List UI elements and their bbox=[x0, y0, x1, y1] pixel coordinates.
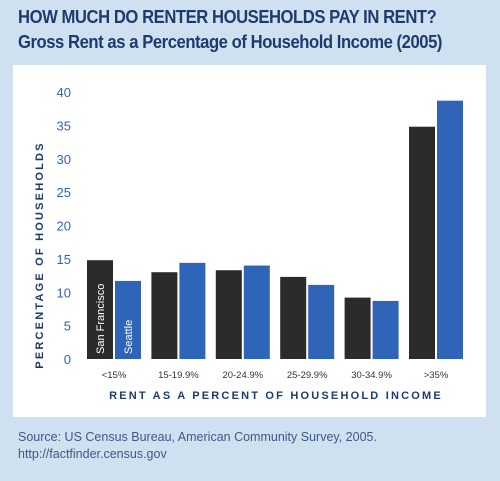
y-tick-label: 0 bbox=[64, 352, 71, 367]
bar-seattle bbox=[179, 262, 206, 359]
series-label: San Francisco bbox=[95, 284, 107, 354]
y-axis-title: PERCENTAGE OF HOUSEHOLDS bbox=[34, 141, 46, 368]
source-note: Source: US Census Bureau, American Commu… bbox=[18, 430, 377, 461]
y-tick-label: 15 bbox=[57, 252, 71, 267]
y-tick-label: 10 bbox=[57, 285, 71, 300]
bar-seattle bbox=[308, 284, 335, 359]
bar-san-francisco bbox=[151, 272, 178, 359]
x-axis-ticks: <15% 15-19.9% 20-24.9% 25-29.9% 30-34.9% >35% bbox=[102, 370, 449, 381]
x-tick-label: 25-29.9% bbox=[287, 370, 328, 381]
y-tick-label: 20 bbox=[57, 219, 71, 234]
x-axis-title: RENT AS A PERCENT OF HOUSEHOLD INCOME bbox=[109, 390, 443, 402]
bar-san-francisco bbox=[215, 270, 242, 359]
series-label: Seattle bbox=[123, 320, 135, 354]
y-tick-label: 40 bbox=[57, 85, 71, 100]
bar-seattle bbox=[372, 300, 399, 359]
bar-san-francisco bbox=[87, 260, 113, 359]
bars: San Francisco Seattle bbox=[87, 100, 463, 360]
y-axis-ticks: 0 5 10 15 20 25 30 35 40 bbox=[57, 85, 71, 367]
x-tick-label: 15-19.9% bbox=[158, 370, 199, 381]
bar-chart: 0 5 10 15 20 25 30 35 40 San Francisco Seattle <1… bbox=[34, 85, 463, 402]
x-tick-label: 20-24.9% bbox=[222, 370, 263, 381]
y-tick-label: 35 bbox=[57, 118, 71, 133]
bar-san-francisco bbox=[280, 276, 307, 359]
chart-panel: 0 5 10 15 20 25 30 35 40 San Francisco Seattle <1… bbox=[13, 65, 486, 417]
chart-title: HOW MUCH DO RENTER HOUSEHOLDS PAY IN REN… bbox=[18, 6, 437, 27]
y-tick-label: 30 bbox=[57, 152, 71, 167]
x-tick-label: >35% bbox=[424, 370, 449, 381]
x-tick-label: 30-34.9% bbox=[351, 370, 392, 381]
y-tick-label: 25 bbox=[57, 185, 71, 200]
chart-subtitle: Gross Rent as a Percentage of Household … bbox=[18, 31, 442, 52]
x-tick-label: <15% bbox=[102, 370, 127, 381]
bar-seattle bbox=[115, 280, 141, 359]
y-tick-label: 5 bbox=[64, 319, 71, 334]
bar-san-francisco bbox=[344, 297, 371, 359]
bar-seattle bbox=[243, 265, 270, 359]
bar-san-francisco bbox=[409, 126, 435, 360]
bar-seattle bbox=[437, 100, 463, 360]
